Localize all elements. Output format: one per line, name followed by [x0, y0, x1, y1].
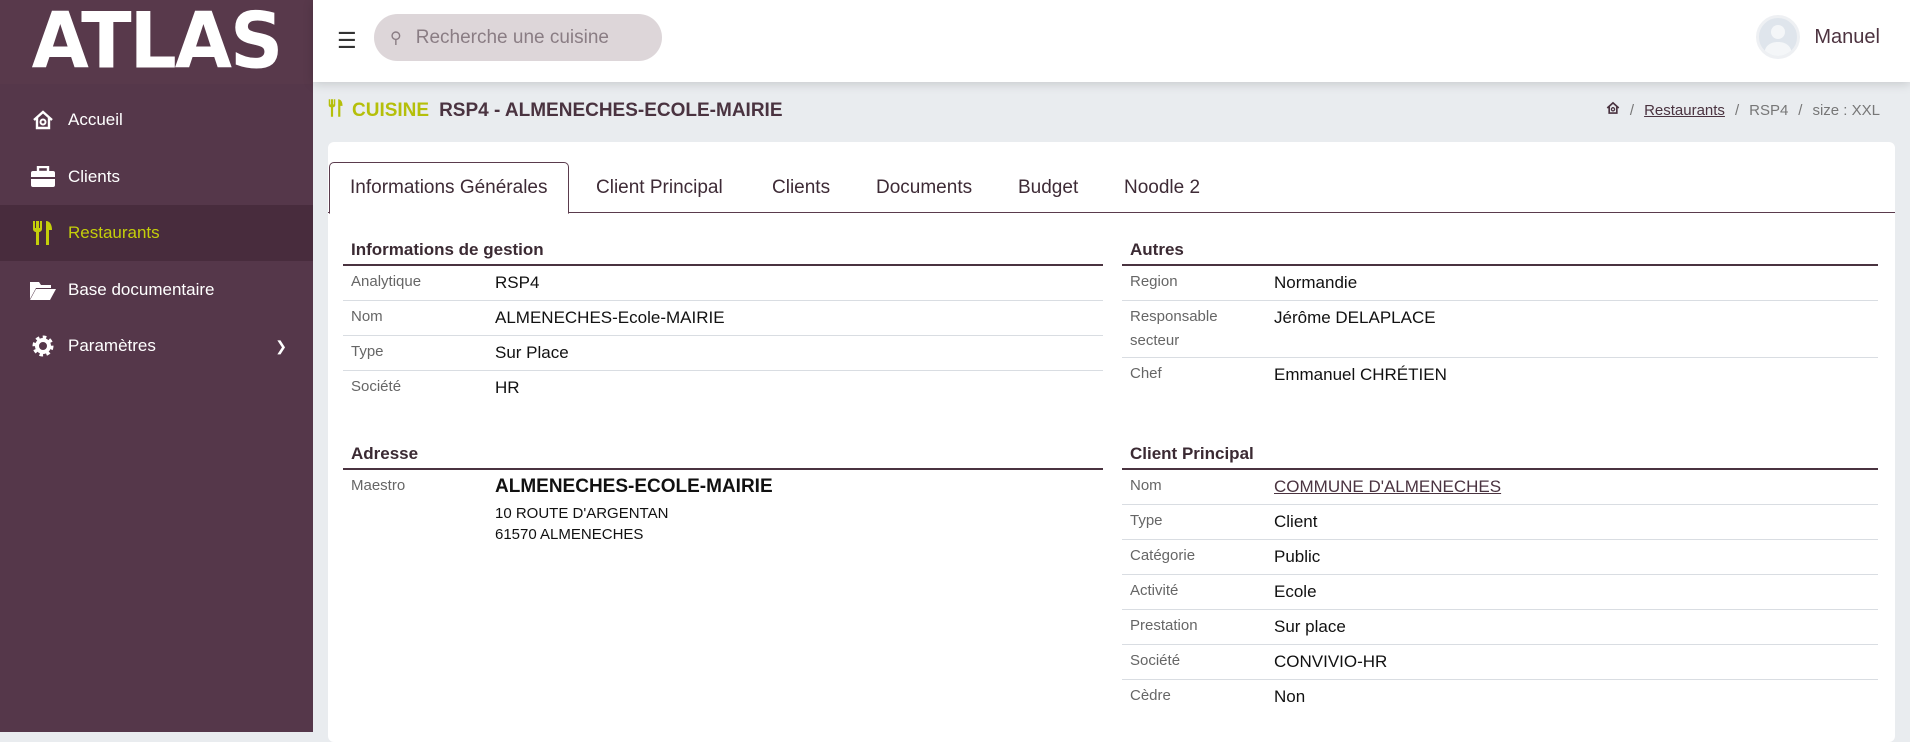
section-title: Informations de gestion — [343, 235, 1103, 266]
table-row: Catégorie Public — [1122, 540, 1878, 575]
chevron-down-icon: ❯ — [275, 337, 287, 354]
tab-noodle-2[interactable]: Noodle 2 — [1124, 176, 1201, 198]
search-box[interactable]: ⚲ — [374, 14, 662, 61]
table-row: Nom ALMENECHES-Ecole-MAIRIE — [343, 301, 1103, 336]
breadcrumb: / Restaurants / RSP4 /size : XXL — [1606, 101, 1880, 119]
sidebar-item-accueil[interactable]: Accueil — [0, 92, 313, 148]
utensils-icon — [328, 98, 344, 124]
home-icon — [28, 109, 58, 131]
tab-documents[interactable]: Documents — [876, 176, 973, 198]
table-row: Nom COMMUNE D'ALMENECHES — [1122, 470, 1878, 505]
utensils-icon — [28, 220, 58, 246]
address-name: ALMENECHES-ECOLE-MAIRIE — [495, 476, 773, 497]
section-title: Client Principal — [1122, 439, 1878, 470]
content-card: Informations Générales Client Principal … — [328, 142, 1895, 742]
table-row: Activité Ecole — [1122, 575, 1878, 610]
table-row: Société HR — [351, 378, 520, 397]
breadcrumb-size: size : XXL — [1812, 101, 1880, 119]
briefcase-icon — [28, 166, 58, 188]
gear-icon — [28, 334, 58, 358]
top-header: ☰ ⚲ Manuel — [313, 0, 1910, 82]
table-row: Société CONVIVIO-HR — [1122, 645, 1878, 680]
table-row: Responsable secteur Jérôme DELAPLACE — [1122, 301, 1878, 358]
sidebar-item-base-documentaire[interactable]: Base documentaire — [0, 262, 313, 318]
sidebar-item-parametres[interactable]: Paramètres ❯ — [0, 318, 313, 374]
address-line: 10 ROUTE D'ARGENTAN — [495, 505, 669, 522]
section-autres: Autres Region Normandie Responsable secte… — [1122, 235, 1878, 393]
home-icon[interactable] — [1606, 101, 1620, 119]
user-menu[interactable]: Manuel — [1756, 15, 1880, 59]
section-adresse: Adresse Maestro ALMENECHES-ECOLE-MAIRIE … — [343, 439, 1103, 545]
tab-budget[interactable]: Budget — [1018, 176, 1079, 198]
search-input[interactable] — [415, 26, 636, 49]
breadcrumb-rsp4: RSP4 — [1749, 101, 1789, 119]
tab-client-principal[interactable]: Client Principal — [596, 176, 723, 198]
sidebar-item-label: Restaurants — [68, 223, 160, 242]
table-row: Cèdre Non — [1130, 687, 1306, 706]
section-client-principal: Client Principal Nom COMMUNE D'ALMENECHES… — [1122, 439, 1878, 715]
folder-open-icon — [28, 279, 58, 301]
tab-bar: Informations Générales Client Principal … — [328, 162, 1895, 214]
sidebar-item-restaurants[interactable]: Restaurants — [0, 205, 313, 261]
table-row: Prestation Sur place — [1122, 610, 1878, 645]
table-row: Chef Emmanuel CHRÉTIEN — [1130, 365, 1447, 384]
breadcrumb-restaurants[interactable]: Restaurants — [1644, 101, 1725, 119]
address-line: 61570 ALMENECHES — [495, 526, 644, 543]
table-row: Maestro ALMENECHES-ECOLE-MAIRIE 10 ROUTE… — [351, 476, 773, 545]
table-row: Type Client — [1122, 505, 1878, 540]
search-icon: ⚲ — [390, 29, 402, 47]
section-title: Autres — [1122, 235, 1878, 266]
section-title: Adresse — [343, 439, 1103, 470]
tab-informations-generales[interactable]: Informations Générales — [329, 162, 569, 214]
sidebar: ATLAS Accueil Clients Restaurants Base d… — [0, 0, 313, 732]
user-name: Manuel — [1814, 25, 1880, 48]
page-title: CUISINE RSP4 - ALMENECHES-ECOLE-MAIRIE — [328, 98, 783, 124]
sidebar-item-label: Paramètres — [68, 336, 156, 355]
section-gestion: Informations de gestion Analytique RSP4 N… — [343, 235, 1103, 406]
avatar — [1756, 15, 1801, 59]
tab-clients[interactable]: Clients — [772, 176, 831, 198]
address-block: ALMENECHES-ECOLE-MAIRIE 10 ROUTE D'ARGEN… — [495, 477, 773, 545]
sidebar-item-label: Base documentaire — [68, 280, 215, 299]
menu-toggle-icon[interactable]: ☰ — [337, 28, 357, 53]
sidebar-item-label: Clients — [68, 167, 120, 186]
table-row: Analytique RSP4 — [343, 266, 1103, 301]
page-kind: CUISINE — [352, 100, 430, 121]
client-link[interactable]: COMMUNE D'ALMENECHES — [1274, 477, 1502, 496]
logo-text: ATLAS — [31, 0, 284, 87]
logo[interactable]: ATLAS — [0, 0, 313, 87]
table-row: Region Normandie — [1122, 266, 1878, 301]
sidebar-item-label: Accueil — [68, 110, 123, 129]
sidebar-item-clients[interactable]: Clients — [0, 149, 313, 205]
table-row: Type Sur Place — [343, 336, 1103, 371]
page-title-text: RSP4 - ALMENECHES-ECOLE-MAIRIE — [439, 100, 783, 121]
